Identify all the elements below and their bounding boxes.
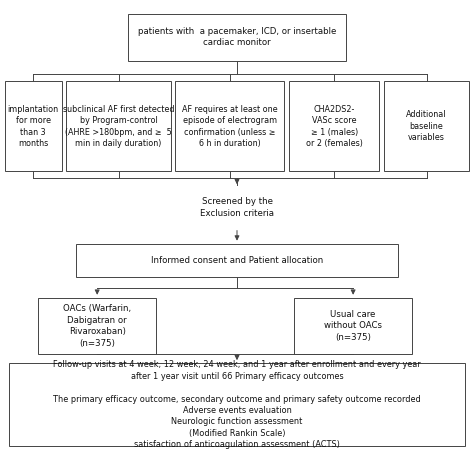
Text: patients with  a pacemaker, ICD, or insertable
cardiac monitor: patients with a pacemaker, ICD, or inser… (138, 27, 336, 47)
Text: Follow-up visits at 4 week, 12 week, 24 week, and 1 year after enrollment and ev: Follow-up visits at 4 week, 12 week, 24 … (53, 360, 421, 449)
Bar (289, 81, 379, 171)
Bar (66, 81, 171, 171)
Bar (9, 363, 465, 446)
Text: subclinical AF first detected
by Program-control
(AHRE >180bpm, and ≥  5
min in : subclinical AF first detected by Program… (63, 105, 174, 148)
Text: Screened by the
Exclusion criteria: Screened by the Exclusion criteria (200, 197, 274, 218)
Bar (175, 81, 284, 171)
Text: Usual care
without OACs
(n=375): Usual care without OACs (n=375) (324, 310, 382, 342)
Bar (76, 244, 398, 277)
Bar (128, 14, 346, 61)
Bar (38, 298, 156, 354)
Bar (5, 81, 62, 171)
Text: OACs (Warfarin,
Dabigatran or
Rivaroxaban)
(n=375): OACs (Warfarin, Dabigatran or Rivaroxaba… (63, 304, 131, 348)
Text: Informed consent and Patient allocation: Informed consent and Patient allocation (151, 256, 323, 265)
Bar (294, 298, 412, 354)
Text: CHA2DS2-
VASc score
≥ 1 (males)
or 2 (females): CHA2DS2- VASc score ≥ 1 (males) or 2 (fe… (306, 105, 363, 148)
Text: AF requires at least one
episode of electrogram
confirmation (unless ≥
6 h in du: AF requires at least one episode of elec… (182, 105, 278, 148)
Bar (384, 81, 469, 171)
Text: Additional
baseline
variables: Additional baseline variables (406, 110, 447, 142)
Text: implantation
for more
than 3
months: implantation for more than 3 months (8, 105, 59, 148)
